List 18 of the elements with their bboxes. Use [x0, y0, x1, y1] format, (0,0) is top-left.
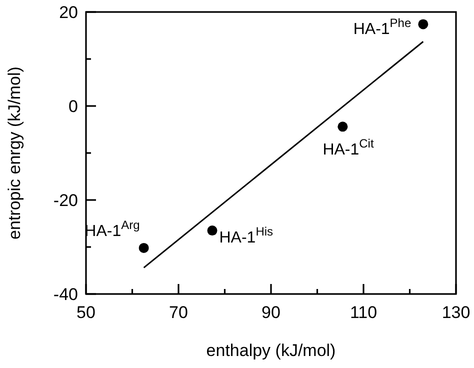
- x-tick-label: 90: [262, 303, 280, 322]
- y-tick-label: 20: [59, 3, 78, 22]
- y-tick-label: -40: [53, 285, 78, 304]
- y-tick-label: 0: [68, 97, 78, 116]
- annotation: HA-1$^{Cit}$: [322, 136, 374, 159]
- x-tick-label: 50: [76, 303, 96, 322]
- y-axis-title: entropic enrgy (kJ/mol): [5, 66, 24, 240]
- annotation: HA-1$^{His}$: [219, 224, 274, 247]
- point: [138, 242, 149, 253]
- x-tick-label: 110: [350, 303, 378, 322]
- x-axis-title: enthalpy (kJ/mol): [206, 341, 336, 360]
- x-tick-label: 130: [442, 303, 470, 322]
- x-tick-label: 70: [169, 303, 188, 322]
- point: [418, 19, 428, 30]
- annotation: HA-1$^{Phe}$: [353, 16, 412, 38]
- point: [207, 226, 218, 236]
- point: [338, 122, 348, 132]
- y-tick-label: -20: [53, 191, 78, 210]
